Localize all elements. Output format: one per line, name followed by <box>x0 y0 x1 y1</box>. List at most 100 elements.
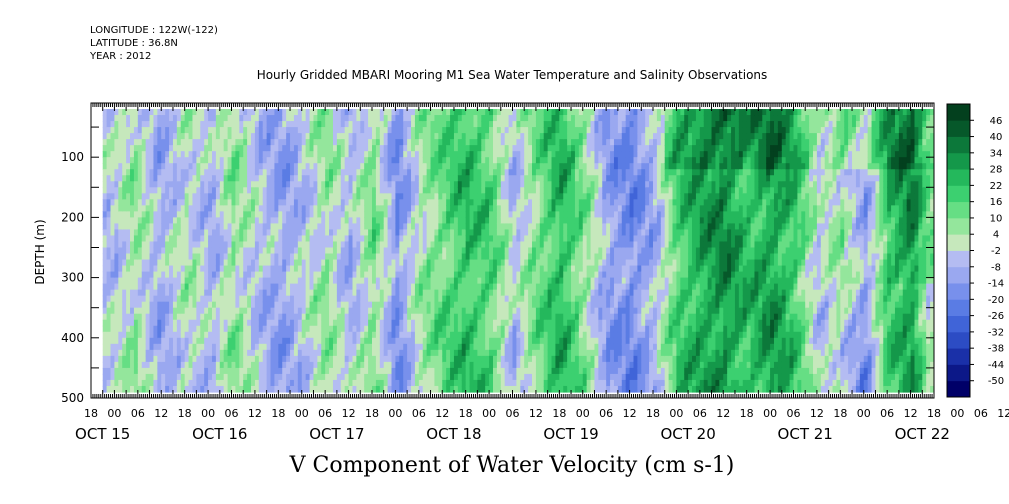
heat-cell <box>418 175 424 182</box>
heat-cell <box>157 187 162 194</box>
heat-cell <box>176 349 182 357</box>
heat-cell <box>227 301 233 309</box>
heat-cell <box>489 271 494 279</box>
heat-cell <box>360 301 365 309</box>
heat-cell <box>321 181 326 188</box>
heat-cell <box>348 211 354 218</box>
heat-cell <box>251 151 256 158</box>
heat-cell <box>266 343 272 351</box>
heat-cell <box>411 193 416 200</box>
heat-cell <box>192 187 197 194</box>
heat-cell <box>477 325 482 333</box>
heat-cell <box>172 139 178 146</box>
heat-cell <box>102 385 108 393</box>
heat-cell <box>395 331 400 339</box>
heat-cell <box>391 187 397 194</box>
heat-cell <box>176 319 182 327</box>
heat-cell <box>492 367 498 375</box>
heat-cell <box>356 355 361 363</box>
heat-cell <box>200 151 205 158</box>
heat-cell <box>379 319 385 327</box>
heat-cell <box>254 385 260 393</box>
heat-cell <box>442 295 447 303</box>
heat-cell <box>500 283 506 291</box>
heat-cell <box>305 343 311 351</box>
heat-cell <box>332 115 338 122</box>
heat-cell <box>469 229 475 237</box>
heat-cell <box>114 259 119 267</box>
heat-cell <box>340 211 346 218</box>
heat-cell <box>356 307 361 315</box>
heat-cell <box>391 385 397 393</box>
heat-cell <box>364 187 369 194</box>
heat-cell <box>465 271 471 279</box>
heat-cell <box>321 139 326 146</box>
heat-cell <box>211 217 217 225</box>
heat-cell <box>407 127 412 134</box>
heat-cell <box>391 331 397 339</box>
heat-cell <box>340 115 346 122</box>
heat-cell <box>438 253 443 261</box>
heat-cell <box>516 133 521 140</box>
heat-cell <box>114 373 119 381</box>
heat-cell <box>450 253 455 261</box>
heat-cell <box>204 331 209 339</box>
heat-cell <box>496 283 502 291</box>
heat-cell <box>251 313 256 321</box>
heat-cell <box>145 337 151 345</box>
heat-cell <box>200 241 205 249</box>
heat-cell <box>215 139 221 146</box>
heat-cell <box>270 181 276 188</box>
heat-cell <box>106 217 112 225</box>
heat-cell <box>348 355 354 363</box>
heat-cell <box>461 235 467 243</box>
heat-cell <box>293 205 299 212</box>
heat-cell <box>161 187 166 194</box>
heat-cell <box>387 109 393 116</box>
heat-cell <box>239 217 244 225</box>
heat-cell <box>500 151 506 158</box>
heat-cell <box>223 115 229 122</box>
heat-cell <box>453 373 459 381</box>
heat-cell <box>477 271 482 279</box>
heat-cell <box>465 211 471 218</box>
heat-cell <box>407 283 412 291</box>
heat-cell <box>258 277 264 285</box>
heat-cell <box>465 301 471 309</box>
heat-cell <box>149 121 155 128</box>
heat-cell <box>352 145 357 152</box>
heat-cell <box>149 151 155 158</box>
heat-cell <box>461 175 467 182</box>
heat-cell <box>395 337 400 345</box>
heat-cell <box>157 265 162 273</box>
heat-cell <box>251 121 256 128</box>
heat-cell <box>102 379 108 387</box>
heat-cell <box>130 115 135 122</box>
heat-cell <box>211 127 217 134</box>
heat-cell <box>180 301 186 309</box>
heat-cell <box>309 385 315 393</box>
heat-cell <box>200 229 205 237</box>
heat-cell <box>453 223 459 231</box>
heat-cell <box>325 379 330 387</box>
heat-cell <box>391 235 397 243</box>
heat-cell <box>211 331 217 339</box>
heat-cell <box>208 247 213 255</box>
heat-cell <box>453 169 459 176</box>
heat-cell <box>356 367 361 375</box>
heat-cell <box>251 211 256 218</box>
heat-cell <box>387 247 393 255</box>
heat-cell <box>457 175 463 182</box>
heat-cell <box>247 241 252 249</box>
heat-cell <box>215 319 221 327</box>
heat-cell <box>251 223 256 231</box>
heat-cell <box>204 385 209 393</box>
heat-cell <box>364 319 369 327</box>
heat-cell <box>141 373 147 381</box>
heat-cell <box>442 145 447 152</box>
heat-cell <box>305 361 311 369</box>
heat-cell <box>477 307 482 315</box>
heat-cell <box>200 379 205 387</box>
heat-cell <box>512 211 517 218</box>
heat-cell <box>223 157 229 164</box>
